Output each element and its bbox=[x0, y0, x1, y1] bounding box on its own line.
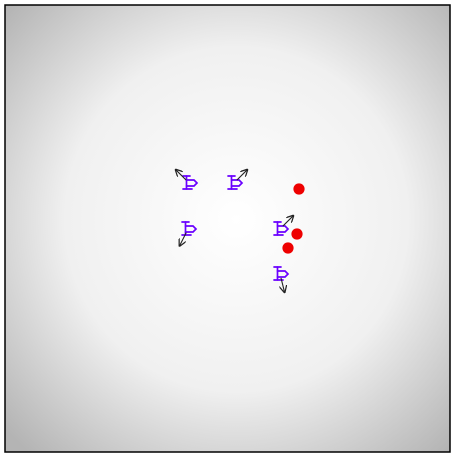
agent-robot bbox=[227, 170, 248, 190]
arena-background bbox=[5, 5, 450, 452]
robot-icon bbox=[273, 266, 290, 281]
heading-arrow bbox=[281, 277, 285, 293]
heading-arrow bbox=[236, 170, 248, 181]
target-dot bbox=[293, 183, 305, 195]
target-dot bbox=[282, 242, 294, 254]
arena-border bbox=[4, 4, 451, 453]
heading-arrow bbox=[180, 232, 187, 246]
targets-layer bbox=[282, 183, 305, 254]
robot-icon bbox=[227, 175, 244, 190]
agent-robot bbox=[180, 221, 198, 246]
agent-robot bbox=[176, 170, 199, 190]
target-dot bbox=[291, 228, 303, 240]
agents-layer bbox=[176, 170, 294, 293]
agent-robot bbox=[273, 216, 294, 236]
heading-arrow bbox=[282, 216, 294, 227]
robot-icon bbox=[273, 221, 290, 236]
agent-robot bbox=[273, 266, 290, 293]
robot-icon bbox=[182, 175, 199, 190]
heading-arrow bbox=[176, 170, 187, 181]
